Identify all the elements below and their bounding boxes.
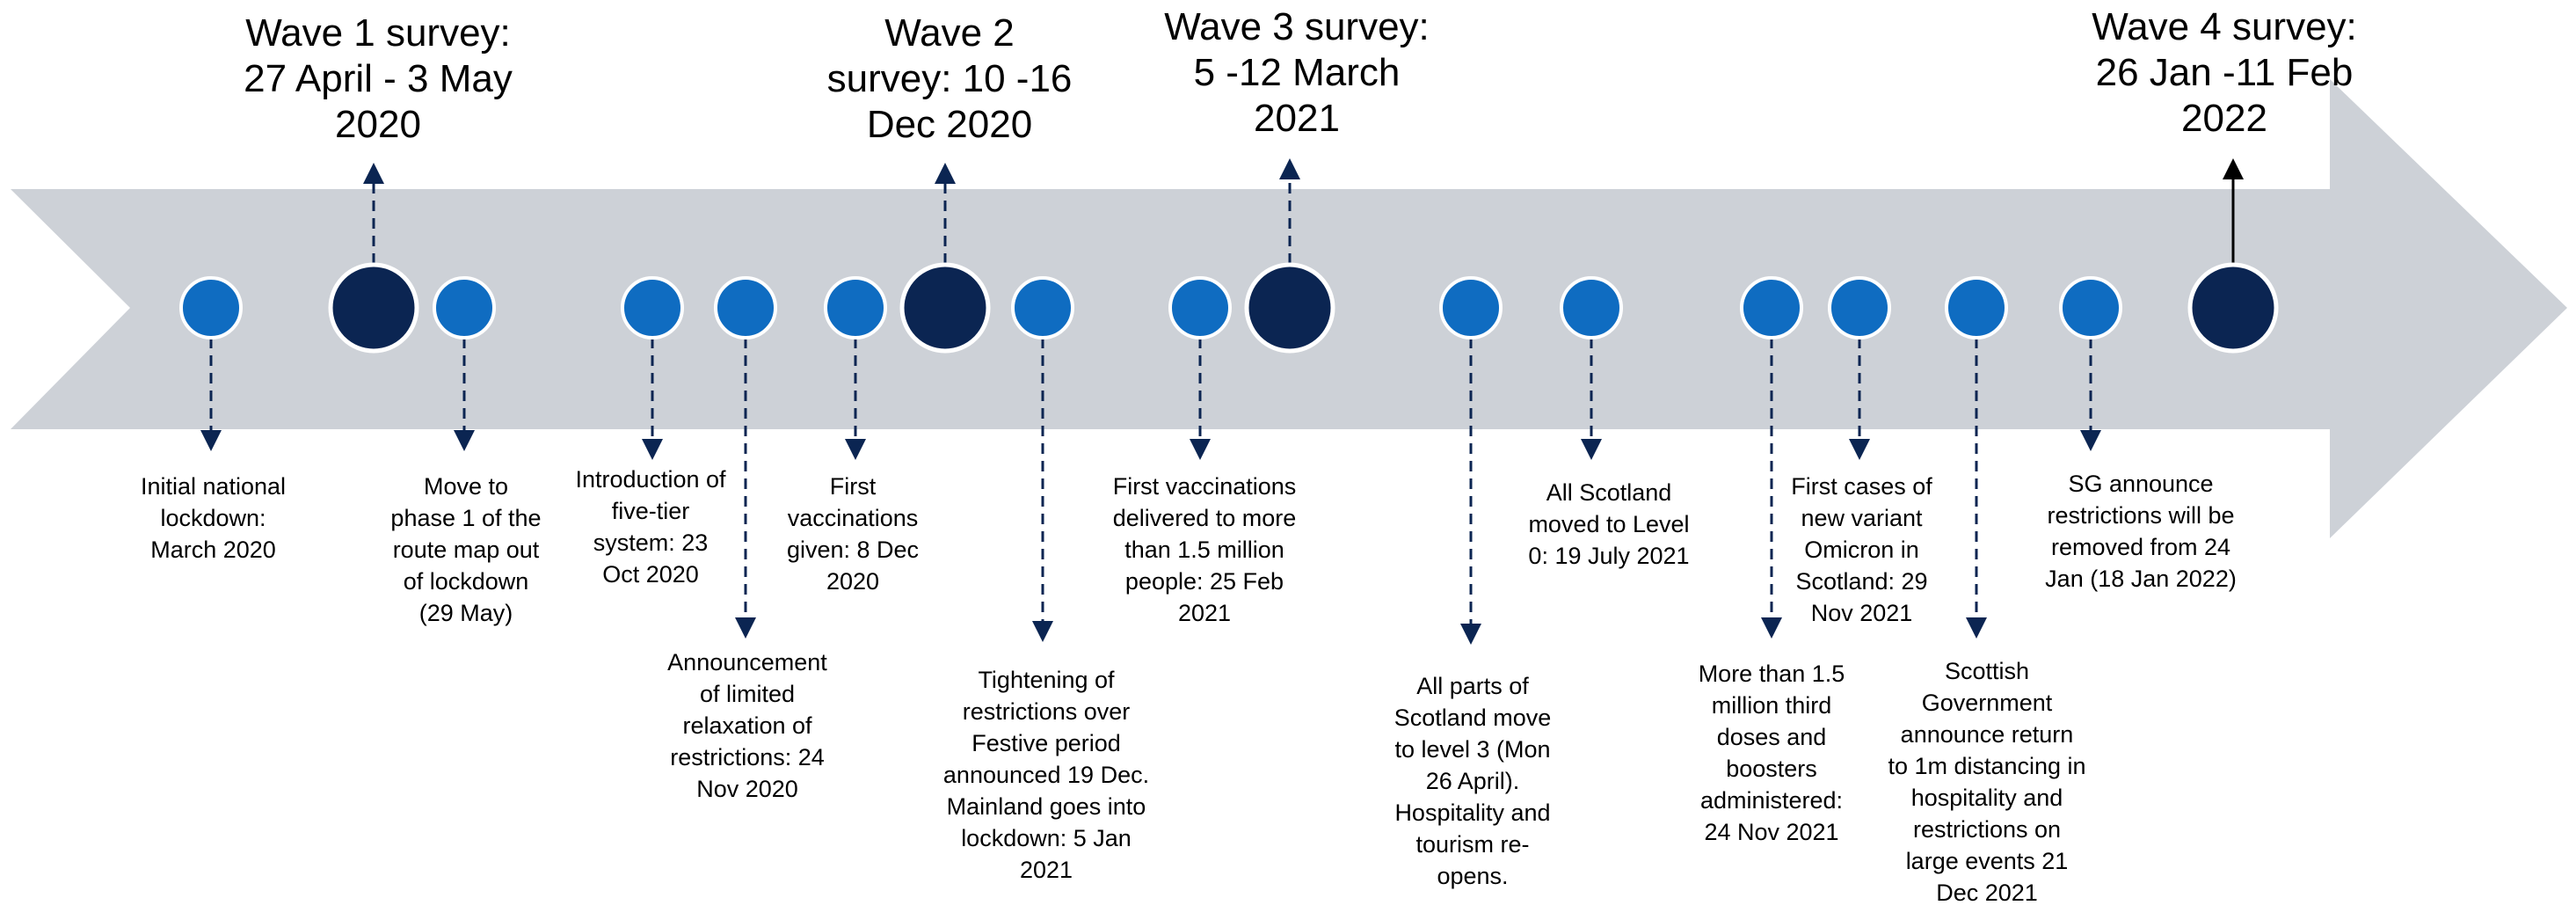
event-label-five-tier: Introduction of five-tier system: 23 Oct… — [575, 466, 726, 588]
event-label-initial-lockdown: Initial national lockdown: March 2020 — [140, 473, 287, 563]
wave-1-label: Wave 1 survey: 27 April - 3 May 2020 — [244, 11, 513, 146]
event-dot-level-0 — [1560, 276, 1623, 340]
wave-4-dot — [2187, 262, 2279, 354]
event-label-level-0: All Scotland moved to Level 0: 19 July 2… — [1528, 479, 1690, 569]
wave-2-label: Wave 2 survey: 10 -16 Dec 2020 — [826, 11, 1073, 146]
event-dot-phase-1 — [433, 276, 496, 340]
event-dot-1-5-million-vaccinations — [1168, 276, 1232, 340]
wave-3-label: Wave 3 survey: 5 -12 March 2021 — [1164, 5, 1430, 140]
event-label-limited-relaxation: Announcement of limited relaxation of re… — [667, 649, 827, 802]
event-dot-1m-distancing — [1945, 276, 2008, 340]
connector-lines — [200, 158, 2244, 645]
event-label-omicron: First cases of new variant Omicron in Sc… — [1791, 473, 1932, 626]
event-dot-boosters — [1740, 276, 1803, 340]
event-dot-omicron — [1828, 276, 1891, 340]
event-label-sg-restrictions-removed: SG announce restrictions will be removed… — [2045, 471, 2237, 592]
event-dot-level-3 — [1439, 276, 1503, 340]
event-dot-five-tier — [621, 276, 684, 340]
event-label-boosters: More than 1.5 million third doses and bo… — [1698, 661, 1845, 845]
event-label-level-3: All parts of Scotland move to level 3 (M… — [1394, 673, 1552, 889]
event-label-1-5-million-vaccinations: First vaccinations delivered to more tha… — [1112, 473, 1297, 626]
event-dot-sg-restrictions-removed — [2059, 276, 2122, 340]
event-dot-limited-relaxation — [714, 276, 777, 340]
event-label-festive-tightening: Tightening of restrictions over Festive … — [942, 667, 1150, 883]
wave-3-dot — [1244, 262, 1335, 354]
timeline-dots — [179, 262, 2279, 354]
wave-2-dot — [899, 262, 991, 354]
event-dot-festive-tightening — [1011, 276, 1074, 340]
event-dot-initial-lockdown — [179, 276, 243, 340]
wave-4-label: Wave 4 survey: 26 Jan -11 Feb 2022 — [2092, 5, 2357, 140]
event-label-1m-distancing: Scottish Government announce return to 1… — [1888, 658, 2086, 906]
event-dot-first-vaccinations — [824, 276, 887, 340]
wave-1-dot — [328, 262, 419, 354]
event-label-phase-1: Move to phase 1 of the route map out of … — [390, 473, 542, 626]
event-label-first-vaccinations: First vaccinations given: 8 Dec 2020 — [786, 473, 920, 595]
